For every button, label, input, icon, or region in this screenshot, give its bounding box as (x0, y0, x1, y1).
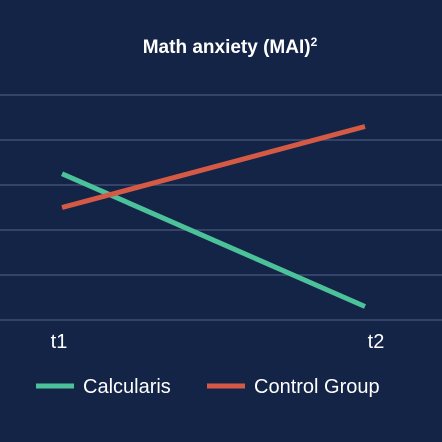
legend-label-calcularis: Calcularis (83, 376, 171, 398)
legend: Calcularis Control Group (36, 376, 380, 398)
x-tick-label-t2: t2 (368, 331, 385, 353)
series-line-control-group (61, 124, 366, 210)
legend-label-control-group: Control Group (254, 376, 380, 398)
chart-title-superscript: 2 (311, 35, 318, 49)
gridlines (0, 94, 442, 321)
x-tick-label-t1: t1 (51, 331, 68, 353)
series-lines (60, 124, 367, 309)
chart-title: Math anxiety (MAI)2 (143, 35, 318, 58)
x-axis-ticks: t1 t2 (51, 331, 385, 353)
